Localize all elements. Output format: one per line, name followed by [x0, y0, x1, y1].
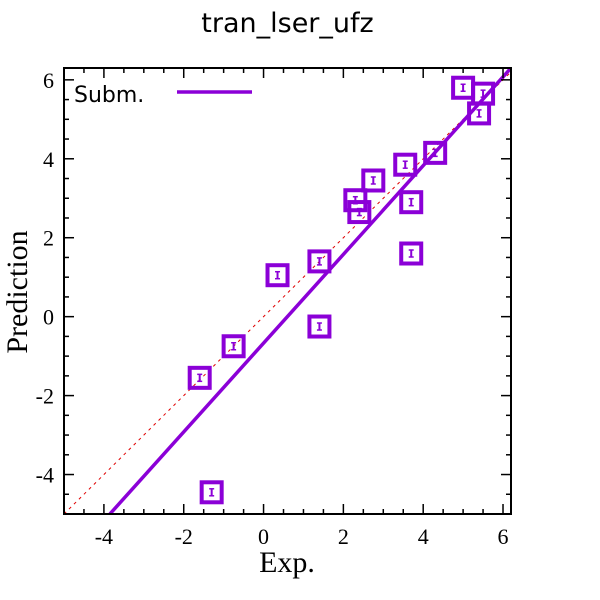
y-tick-label: -2: [36, 384, 54, 409]
y-tick-label: 4: [43, 147, 54, 172]
x-tick-label: 2: [338, 524, 349, 549]
x-tick-label: 6: [498, 524, 509, 549]
data-point: [307, 249, 332, 274]
legend-label: Subm.: [74, 83, 144, 108]
data-point: [393, 152, 418, 177]
data-point: [347, 200, 372, 225]
data-point: [423, 140, 448, 165]
data-point: [399, 241, 424, 266]
y-tick-label: 6: [43, 68, 54, 93]
identity-line: [64, 71, 511, 514]
x-tick-label: -4: [95, 524, 113, 549]
data-point: [199, 480, 224, 505]
y-tick-label: -4: [36, 463, 54, 488]
x-axis-label: Exp.: [259, 546, 315, 579]
x-tick-label: 0: [258, 524, 269, 549]
y-tick-label: 2: [43, 226, 54, 251]
data-point: [307, 314, 332, 339]
data-point: [221, 334, 246, 359]
data-point: [187, 365, 212, 390]
x-tick-label: -2: [175, 524, 193, 549]
plot-frame: [63, 67, 512, 515]
data-point: [399, 190, 424, 215]
chart-title: tran_lser_ufz: [201, 8, 374, 39]
y-tick-label: 0: [43, 305, 54, 330]
fit-line: [108, 68, 511, 514]
data-point: [361, 168, 386, 193]
data-point: [265, 263, 290, 288]
x-tick-label: 4: [418, 524, 429, 549]
data-point: [467, 101, 492, 126]
